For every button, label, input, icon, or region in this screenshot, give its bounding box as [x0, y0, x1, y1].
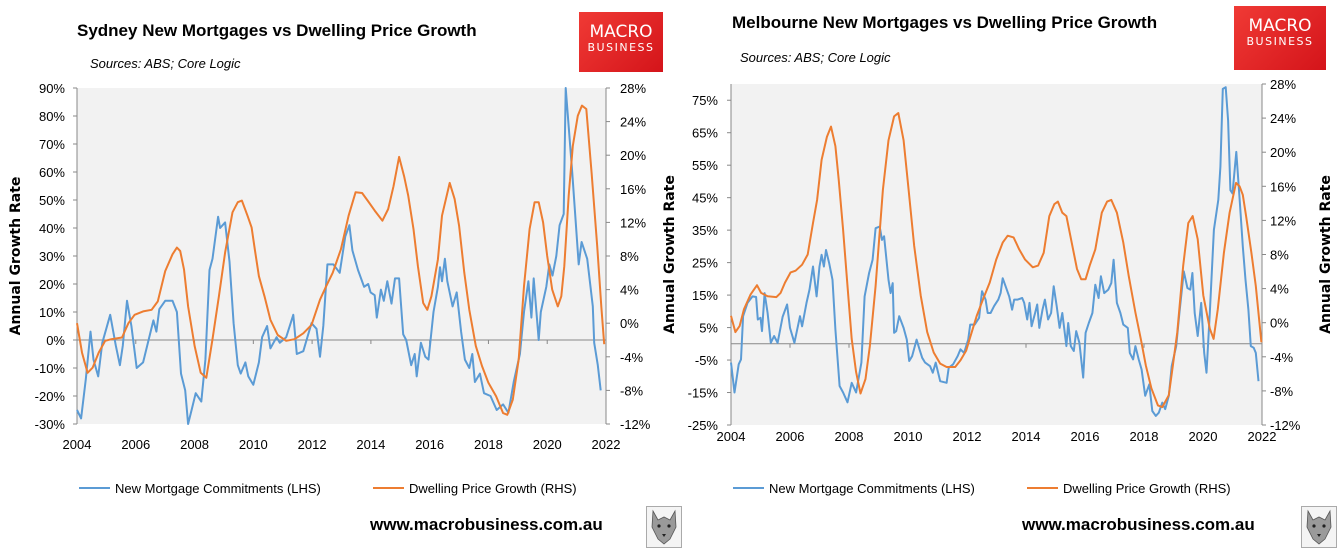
macrobusiness-logo: MACRO BUSINESS — [579, 12, 663, 72]
melbourne-right-tick-label: 8% — [1270, 248, 1289, 263]
melbourne-right-tick-label: -8% — [1270, 384, 1294, 399]
melbourne-left-tick-label: 5% — [699, 321, 718, 336]
melbourne-right-tick-label: 28% — [1270, 77, 1296, 92]
melbourne-right-tick-label: 4% — [1270, 282, 1289, 297]
sydney-left-tick-label: 50% — [39, 193, 65, 208]
melbourne-right-tick-label: 16% — [1270, 179, 1296, 194]
logo-line1: MACRO — [1248, 16, 1312, 36]
logo-line1: MACRO — [589, 22, 653, 42]
sydney-x-tick-label: 2012 — [298, 437, 327, 452]
sydney-x-tick-label: 2016 — [415, 437, 444, 452]
sydney-left-tick-label: 70% — [39, 137, 65, 152]
melbourne-right-tick-label: 24% — [1270, 111, 1296, 126]
footer-url-link[interactable]: www.macrobusiness.com.au — [370, 515, 603, 534]
sydney-right-tick-label: 16% — [620, 182, 646, 197]
melbourne-left-tick-label: -25% — [688, 418, 719, 433]
wolf-mascot-icon — [646, 506, 682, 548]
melbourne-right-tick-label: 0% — [1270, 316, 1289, 331]
sydney-x-tick-label: 2020 — [533, 437, 562, 452]
sydney-x-tick-label: 2004 — [63, 437, 92, 452]
melbourne-x-tick-label: 2022 — [1248, 429, 1277, 444]
melbourne-left-tick-label: 25% — [692, 256, 718, 271]
melbourne-x-tick-label: 2006 — [776, 429, 805, 444]
sydney-right-tick-label: -12% — [620, 417, 651, 432]
sydney-right-tick-label: 20% — [620, 148, 646, 163]
sydney-left-tick-label: 90% — [39, 81, 65, 96]
melbourne-right-tick-label: -4% — [1270, 350, 1294, 365]
sydney-left-tick-label: -30% — [35, 417, 66, 432]
melbourne-plot-area — [731, 84, 1262, 425]
logo-line2: BUSINESS — [1246, 35, 1314, 48]
sydney-legend-label: New Mortgage Commitments (LHS) — [115, 481, 321, 496]
melbourne-x-tick-label: 2008 — [835, 429, 864, 444]
melbourne-x-tick-label: 2010 — [894, 429, 923, 444]
melbourne-x-tick-label: 2020 — [1189, 429, 1218, 444]
melbourne-left-tick-label: 15% — [692, 288, 718, 303]
melbourne-left-tick-label: 65% — [692, 126, 718, 141]
melbourne-left-tick-label: -5% — [695, 353, 719, 368]
melbourne-right-tick-label: 20% — [1270, 145, 1296, 160]
wolf-mascot-icon — [1301, 506, 1337, 548]
sydney-legend-label: Dwelling Price Growth (RHS) — [409, 481, 577, 496]
sydney-left-tick-label: -20% — [35, 389, 66, 404]
sydney-left-tick-label: 40% — [39, 221, 65, 236]
melbourne-series-dwelling-price-growth-line — [730, 112, 1263, 409]
macrobusiness-logo: MACRO BUSINESS — [1234, 6, 1326, 70]
sydney-left-tick-label: -10% — [35, 361, 66, 376]
sydney-chart-title: Sydney New Mortgages vs Dwelling Price G… — [77, 21, 477, 40]
melbourne-left-tick-label: -15% — [688, 386, 719, 401]
sydney-right-tick-label: -8% — [620, 383, 644, 398]
melbourne-x-tick-label: 2004 — [717, 429, 746, 444]
melbourne-chart-title: Melbourne New Mortgages vs Dwelling Pric… — [732, 13, 1158, 32]
sydney-x-tick-label: 2014 — [356, 437, 385, 452]
sydney-right-tick-label: 28% — [620, 81, 646, 96]
sydney-x-tick-label: 2018 — [474, 437, 503, 452]
sydney-x-tick-label: 2010 — [239, 437, 268, 452]
sydney-left-tick-label: 30% — [39, 249, 65, 264]
melbourne-left-tick-label: 35% — [692, 223, 718, 238]
sydney-x-tick-label: 2022 — [592, 437, 621, 452]
melbourne-x-tick-label: 2012 — [953, 429, 982, 444]
sydney-right-tick-label: 0% — [620, 316, 639, 331]
melbourne-left-tick-label: 45% — [692, 191, 718, 206]
melbourne-x-tick-label: 2016 — [1071, 429, 1100, 444]
sydney-left-tick-label: 80% — [39, 109, 65, 124]
sydney-left-tick-label: 10% — [39, 305, 65, 320]
melbourne-legend-label: New Mortgage Commitments (LHS) — [769, 481, 975, 496]
melbourne-legend-label: Dwelling Price Growth (RHS) — [1063, 481, 1231, 496]
sydney-x-tick-label: 2008 — [180, 437, 209, 452]
logo-line2: BUSINESS — [587, 41, 655, 54]
sydney-left-tick-label: 20% — [39, 277, 65, 292]
sydney-y-axis-title: Annual Growth Rate — [8, 177, 24, 336]
melbourne-y-axis-title-right: Annual Growth Rate — [1318, 175, 1334, 334]
sydney-right-tick-label: 4% — [620, 283, 639, 298]
footer-url-link[interactable]: www.macrobusiness.com.au — [1022, 515, 1255, 534]
sydney-right-tick-label: 12% — [620, 215, 646, 230]
melbourne-right-tick-label: -12% — [1270, 418, 1301, 433]
sydney-x-tick-label: 2006 — [121, 437, 150, 452]
sydney-right-tick-label: -4% — [620, 350, 644, 365]
melbourne-left-tick-label: 75% — [692, 93, 718, 108]
sydney-series-dwelling-price-growth-line — [76, 104, 606, 416]
sydney-left-tick-label: 0% — [46, 333, 65, 348]
sydney-sources-note: Sources: ABS; Core Logic — [90, 56, 241, 71]
melbourne-sources-note: Sources: ABS; Core Logic — [740, 50, 891, 65]
sydney-right-tick-label: 8% — [620, 249, 639, 264]
sydney-series-mortgage-commitments-line — [76, 87, 602, 425]
melbourne-right-tick-label: 12% — [1270, 213, 1296, 228]
sydney-left-tick-label: 60% — [39, 165, 65, 180]
sydney-right-tick-label: 24% — [620, 115, 646, 130]
melbourne-left-tick-label: 55% — [692, 158, 718, 173]
melbourne-y-axis-title: Annual Growth Rate — [662, 175, 678, 334]
melbourne-x-tick-label: 2018 — [1130, 429, 1159, 444]
melbourne-x-tick-label: 2014 — [1012, 429, 1041, 444]
